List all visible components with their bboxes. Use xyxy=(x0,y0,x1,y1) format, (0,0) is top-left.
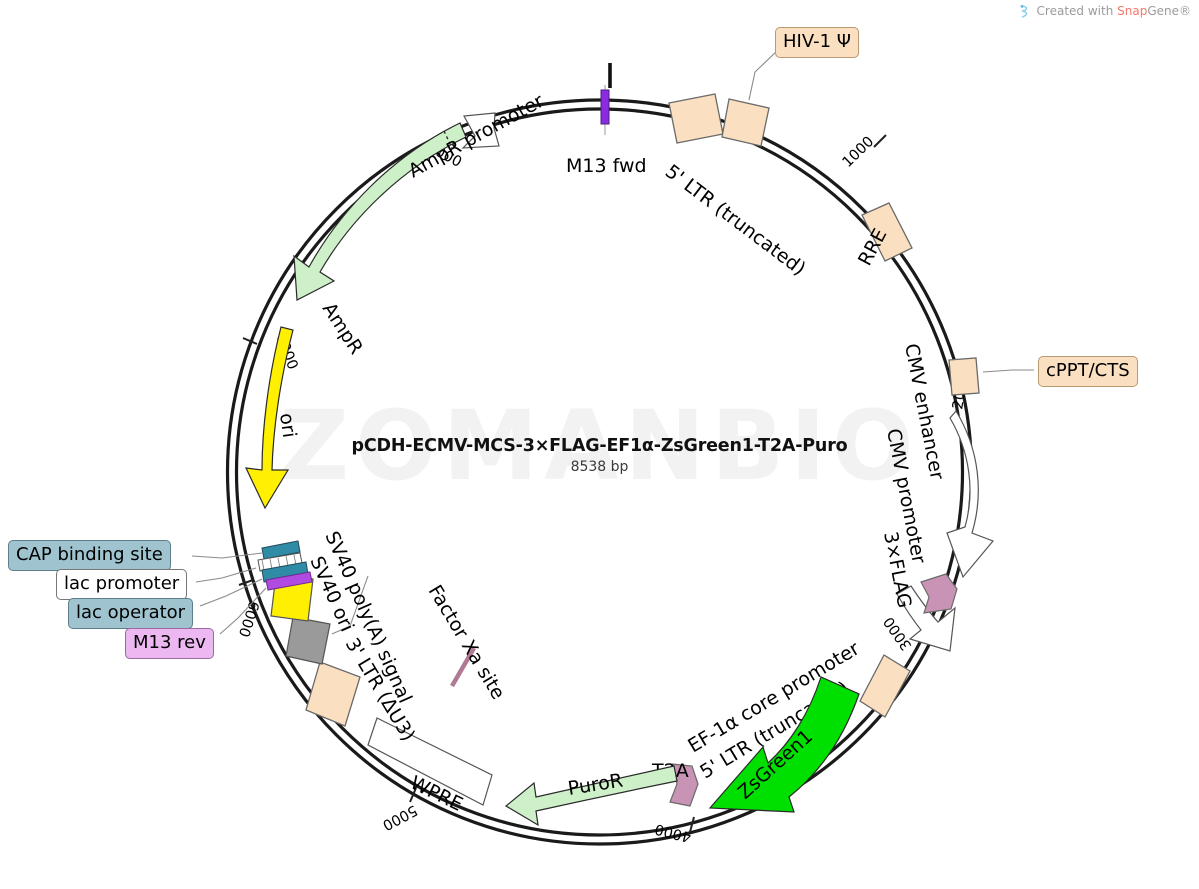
backbone-outer-ring xyxy=(225,98,974,846)
feature-cap-binding-site[interactable] xyxy=(191,540,301,560)
callout-lac-operator[interactable]: lac operator xyxy=(68,598,194,629)
snapgene-logo-icon xyxy=(1020,4,1027,18)
tick-label: 3000 xyxy=(881,613,915,652)
callout-m13-rev[interactable]: M13 rev xyxy=(125,628,214,659)
tick-label: 6000 xyxy=(235,599,262,639)
feature-ori[interactable]: ori xyxy=(244,326,300,510)
callout-cppt-cts[interactable]: cPPT/CTS xyxy=(1038,356,1138,387)
feature-cppt-cts[interactable] xyxy=(948,357,1034,396)
snapgene-credit: Created with SnapGene® xyxy=(1020,4,1191,18)
feature-factor-xa-site[interactable]: Factor Xa site xyxy=(424,581,509,703)
feature-puror[interactable]: PuroR xyxy=(504,765,678,827)
feature-label: ori xyxy=(275,412,300,440)
credit-text: Created with SnapGene® xyxy=(1036,4,1191,18)
callout-cap-binding-site[interactable]: CAP binding site xyxy=(8,540,171,571)
plasmid-length: 8538 bp xyxy=(570,459,629,475)
callout-hiv1-psi[interactable]: HIV-1 Ψ xyxy=(775,27,859,58)
feature-label: 5' LTR (truncated) xyxy=(661,160,810,280)
callout-lac-promoter[interactable]: lac promoter xyxy=(56,569,188,600)
tick-1000: 1000 xyxy=(840,134,887,171)
feature-label: M13 fwd xyxy=(566,155,647,177)
feature-label: Factor Xa site xyxy=(424,581,509,703)
feature-m13-fwd[interactable]: M13 fwd xyxy=(566,85,647,177)
tick-label: 1000 xyxy=(840,134,878,171)
plasmid-caption: pCDH-ECMV-MCS-3×FLAG-EF1α-ZsGreen1-T2A-P… xyxy=(0,436,1199,475)
feature-label: AmpR xyxy=(318,299,367,359)
feature-label: PuroR xyxy=(566,770,624,800)
feature-label: AmpR promoter xyxy=(405,90,548,183)
feature-lac-promoter[interactable] xyxy=(195,552,303,583)
feature-hiv1-psi[interactable] xyxy=(721,49,779,147)
feature-m13-rev[interactable] xyxy=(219,571,313,635)
tick-label: 5000 xyxy=(380,801,420,832)
feature-ampr-promoter[interactable]: AmpR promoter xyxy=(405,90,548,183)
watermark: ZOMANBIO xyxy=(279,390,920,502)
backbone-inner-ring xyxy=(234,107,965,837)
plasmid-name: pCDH-ECMV-MCS-3×FLAG-EF1α-ZsGreen1-T2A-P… xyxy=(351,436,848,456)
